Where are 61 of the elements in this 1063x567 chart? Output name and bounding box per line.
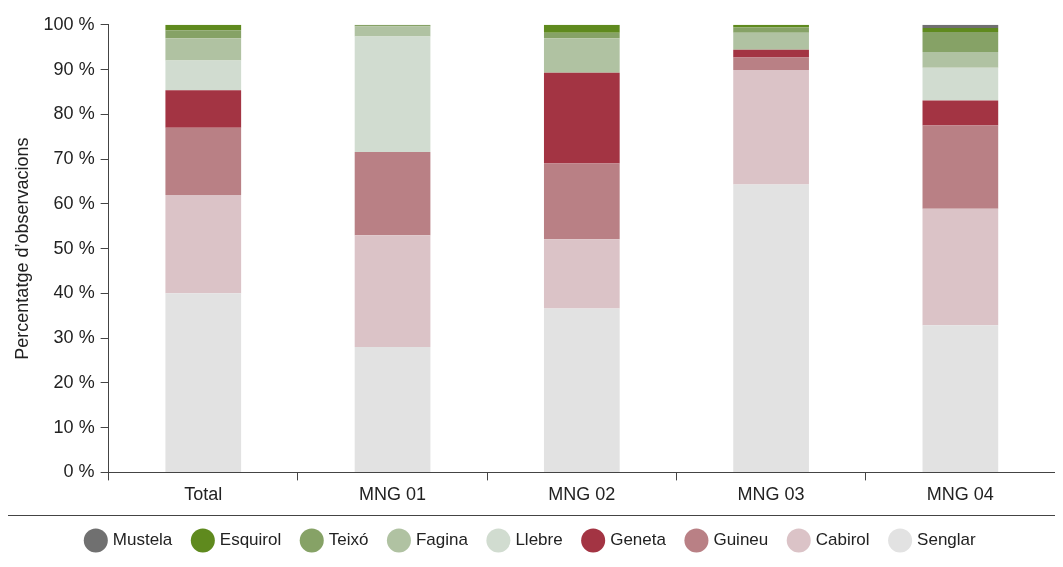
bar — [543, 32, 620, 39]
bar — [165, 194, 242, 294]
bar — [922, 52, 999, 68]
y-tick-label: 20 % — [53, 371, 95, 392]
bar — [543, 72, 620, 164]
bar — [354, 26, 431, 37]
legend-label: Geneta — [610, 530, 667, 550]
bar — [165, 30, 242, 39]
bar — [354, 151, 431, 236]
bar — [922, 325, 999, 472]
bar — [165, 24, 242, 31]
bar — [733, 184, 809, 472]
y-tick-label: 80 % — [53, 103, 95, 124]
bar — [165, 293, 242, 472]
bar — [922, 67, 999, 101]
legend-label: Guineu — [713, 530, 769, 550]
legend-label: Teixó — [328, 530, 369, 550]
bar — [922, 24, 999, 28]
legend-label: Llebre — [515, 530, 563, 550]
bar — [165, 60, 242, 91]
bar — [733, 49, 809, 58]
bar — [354, 235, 431, 348]
y-tick-label: 30 % — [53, 327, 95, 348]
bar — [354, 36, 431, 152]
bar — [922, 125, 999, 209]
bar — [165, 90, 242, 128]
bar — [733, 70, 809, 185]
legend-label: Esquirol — [219, 530, 282, 550]
y-tick-label: 40 % — [53, 282, 95, 303]
bar — [543, 24, 620, 33]
y-tick-label: 0 % — [63, 461, 95, 482]
y-tick-label: 60 % — [53, 192, 95, 213]
bar — [543, 163, 620, 240]
x-tick-label: Total — [184, 484, 223, 505]
bar — [543, 239, 620, 309]
bar — [543, 38, 620, 73]
y-tick-label: 100 % — [43, 13, 95, 34]
legend-label: Senglar — [917, 530, 977, 550]
bar — [165, 127, 242, 195]
bar — [922, 27, 999, 32]
bar — [733, 57, 809, 71]
legend-label: Mustela — [112, 530, 173, 550]
bar — [354, 347, 431, 472]
x-tick-label: MNG 01 — [359, 484, 427, 505]
bar — [922, 100, 999, 126]
legend-label: Cabirol — [815, 530, 870, 550]
bar — [165, 38, 242, 61]
y-tick-label: 90 % — [53, 58, 95, 79]
x-tick-label: MNG 03 — [737, 484, 805, 505]
x-tick-label: MNG 02 — [548, 484, 616, 505]
bar — [922, 208, 999, 326]
y-tick-label: 50 % — [53, 237, 95, 258]
bar — [733, 32, 809, 50]
x-tick-label: MNG 04 — [926, 484, 994, 505]
bar — [543, 308, 620, 472]
legend-label: Fagina — [415, 530, 469, 550]
bar — [733, 27, 809, 33]
y-axis-title: Percentatge d’observacions — [11, 137, 32, 360]
y-tick-label: 70 % — [53, 148, 95, 169]
bar — [922, 31, 999, 53]
y-tick-label: 10 % — [53, 416, 95, 437]
